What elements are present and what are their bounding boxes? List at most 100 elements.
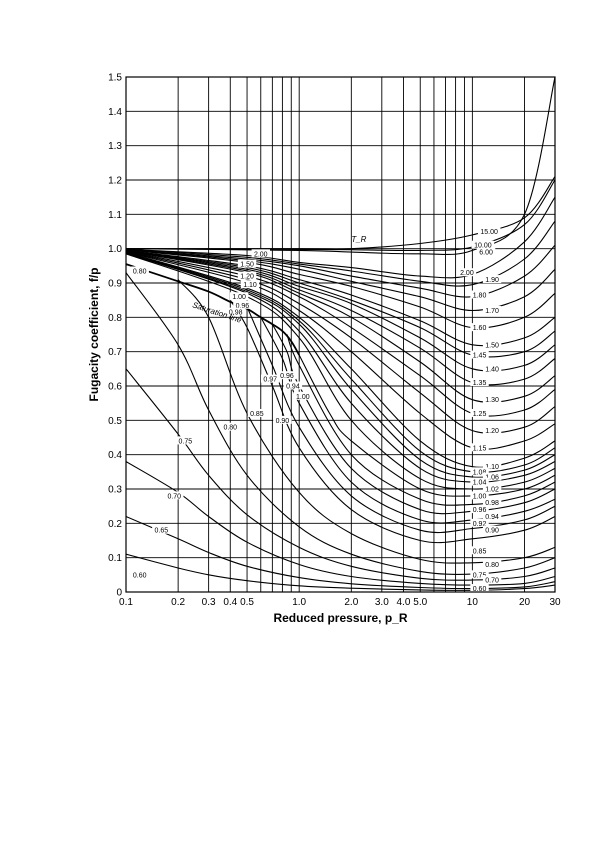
y-tick-label: 0.7 <box>108 347 122 358</box>
curve-label: 1.60 <box>473 325 487 332</box>
curve-label-backdrop <box>130 266 149 275</box>
curve-label: 2.00 <box>254 251 268 258</box>
curve-label: 0.80 <box>133 268 147 275</box>
series-line-0-60 <box>125 553 556 591</box>
curve-label-backdrop <box>470 584 489 593</box>
curve-label: 1.20 <box>485 428 499 435</box>
curve-label-backdrop <box>482 575 502 584</box>
curve-label-backdrop <box>470 518 489 527</box>
curve-label-backdrop <box>130 570 149 579</box>
series-line-0-96 <box>271 323 556 515</box>
series-line-1-50 <box>125 249 556 347</box>
curve-label: 0.96 <box>280 373 294 380</box>
series-line-1-40 <box>125 250 556 372</box>
y-tick-label: 1.0 <box>108 244 122 255</box>
curve-label-backdrop <box>237 259 257 268</box>
curve-label-backdrop <box>482 484 502 493</box>
curve-label: 0.97 <box>263 377 277 384</box>
curve-label: 0.96 <box>236 303 250 310</box>
curve-label-backdrop <box>470 505 489 514</box>
curve-label-backdrop <box>470 491 489 500</box>
curve-label: 0.75 <box>473 572 487 579</box>
curve-label-backdrop <box>482 340 502 349</box>
curve-label: 0.98 <box>485 500 499 507</box>
curve-label: 0.92 <box>473 521 487 528</box>
y-tick-label: 0.5 <box>108 416 122 427</box>
x-tick-label: 30 <box>549 597 561 608</box>
curve-label: 1.10 <box>485 464 499 471</box>
curve-label: 0.70 <box>167 493 181 500</box>
y-tick-label: 0.1 <box>108 553 122 564</box>
series-line-1-80 <box>125 244 556 298</box>
curve-label: 6.00 <box>479 250 493 257</box>
y-tick-label: 1.5 <box>108 73 122 84</box>
curve-label-backdrop <box>293 391 313 400</box>
curve-label: 15.00 <box>480 229 498 236</box>
curve-label: 1.00 <box>296 394 310 401</box>
curve-label: 0.60 <box>133 572 147 579</box>
curve-label-backdrop <box>470 408 489 417</box>
curve-label: 1.35 <box>473 380 487 387</box>
curve-label-backdrop <box>457 268 477 277</box>
curve-label-backdrop <box>229 292 249 301</box>
curve-label: 0.85 <box>473 548 487 555</box>
curve-label-backdrop <box>277 371 297 380</box>
curve-label: 1.10 <box>243 282 257 289</box>
x-axis-title: Reduced pressure, p_R <box>273 611 407 625</box>
series-line-0-65 <box>125 515 556 590</box>
curve-label: 1.25 <box>473 411 487 418</box>
curve-label-backdrop <box>221 422 240 431</box>
curve-label-backdrop <box>251 249 270 258</box>
x-tick-label: 10 <box>467 597 479 608</box>
y-tick-label: 1.3 <box>108 141 122 152</box>
curve-label: 1.02 <box>485 487 499 494</box>
y-tick-label: 0.8 <box>108 313 122 324</box>
curve-label: 1.90 <box>485 277 499 284</box>
curve-label: 1.00 <box>473 493 487 500</box>
x-tick-label: 4.0 <box>396 597 410 608</box>
curve-label-backdrop <box>482 426 502 435</box>
curve-label-backdrop <box>482 305 502 314</box>
curve-label-backdrop <box>482 525 502 534</box>
curve-label: 1.45 <box>473 353 487 360</box>
curve-label-backdrop <box>482 275 502 284</box>
y-tick-label: 0.4 <box>108 450 122 461</box>
x-tick-label: 0.5 <box>240 597 254 608</box>
curve-label-backdrop <box>240 280 260 289</box>
curve-label: 1.08 <box>473 469 487 476</box>
curve-label-backdrop <box>176 436 195 445</box>
curve-label-backdrop <box>470 378 489 387</box>
series-line-0-94 <box>260 317 556 524</box>
curve-label: 2.00 <box>460 270 474 277</box>
curve-label: 0.60 <box>473 586 487 593</box>
curve-label-backdrop <box>273 415 292 424</box>
tr-annotation: T_R <box>351 235 366 244</box>
curve-label: 0.70 <box>485 577 499 584</box>
curve-label: 1.04 <box>473 480 487 487</box>
curve-label: 0.90 <box>485 528 499 535</box>
x-tick-label: 0.1 <box>119 597 133 608</box>
curve-label: 0.96 <box>473 507 487 514</box>
series-line-1-00 <box>298 354 556 497</box>
saturation-line <box>125 263 300 356</box>
curve-label-backdrop <box>237 271 257 280</box>
curve-label: 0.80 <box>485 562 499 569</box>
curve-label: 0.94 <box>286 384 300 391</box>
curve-label: 1.15 <box>473 445 487 452</box>
curve-label: 0.90 <box>276 418 290 425</box>
curve-label-backdrop <box>482 472 502 481</box>
curve-label-backdrop <box>233 300 252 309</box>
curve-label-backdrop <box>470 350 489 359</box>
curve-label: 0.85 <box>250 411 264 418</box>
series-line-1-06 <box>125 252 556 478</box>
y-tick-label: 0.3 <box>108 485 122 496</box>
curve-label-backdrop <box>482 364 502 373</box>
curve-label: 1.80 <box>473 293 487 300</box>
curve-label-backdrop <box>470 477 489 486</box>
y-tick-label: 1.2 <box>108 176 122 187</box>
y-tick-label: 0.6 <box>108 382 122 393</box>
x-tick-label: 3.0 <box>375 597 389 608</box>
y-tick-label: 1.1 <box>108 210 122 221</box>
series-line-2-00 <box>125 196 556 279</box>
